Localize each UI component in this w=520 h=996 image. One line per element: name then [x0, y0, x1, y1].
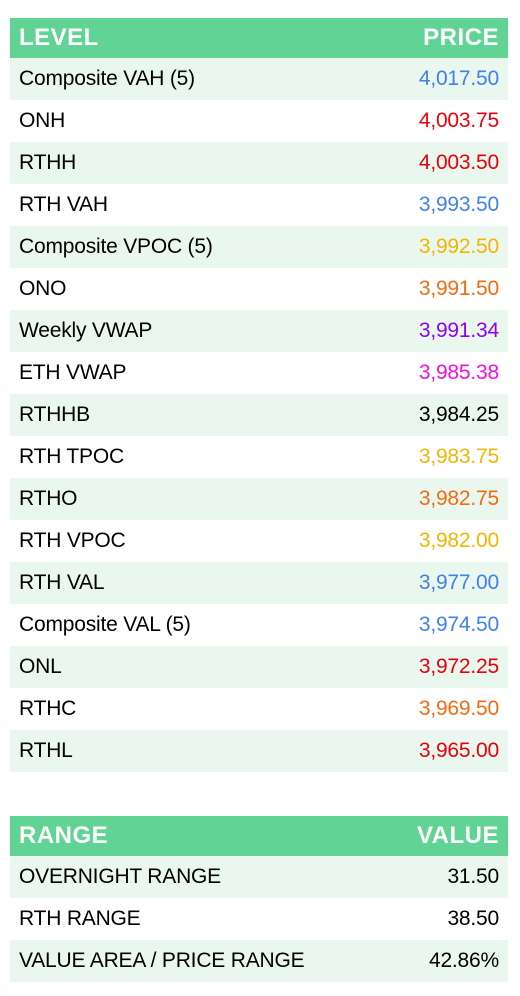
level-row-value: 3,982.00: [418, 529, 499, 552]
level-row-value: 3,983.75: [418, 445, 499, 468]
range-table-header: RANGE VALUE: [10, 816, 508, 856]
level-column-header: LEVEL: [19, 24, 99, 51]
level-row-label: ONL: [19, 655, 62, 678]
range-row: RTH RANGE 38.50: [10, 898, 508, 940]
level-row-label: RTHC: [19, 697, 77, 720]
levels-table: LEVEL PRICE Composite VAH (5) 4,017.50 ONH…: [10, 18, 508, 772]
level-row-value: 3,992.50: [418, 235, 499, 258]
level-row-label: RTH VAL: [19, 571, 105, 594]
level-row-value: 4,003.75: [418, 109, 499, 132]
level-row-label: RTH VAH: [19, 193, 108, 216]
level-row-label: Composite VAH (5): [19, 67, 195, 90]
range-row-label: RTH RANGE: [19, 907, 141, 930]
level-row-value: 3,965.00: [418, 739, 499, 762]
level-row-label: Composite VPOC (5): [19, 235, 213, 258]
level-row-label: RTH VPOC: [19, 529, 126, 552]
level-row-label: ONH: [19, 109, 66, 132]
level-row: RTHH 4,003.50: [10, 142, 508, 184]
level-row-value: 3,977.00: [418, 571, 499, 594]
levels-table-header: LEVEL PRICE: [10, 18, 508, 58]
value-column-header: VALUE: [416, 822, 499, 849]
price-column-header: PRICE: [423, 24, 499, 51]
level-row-value: 3,969.50: [418, 697, 499, 720]
level-row: ONL 3,972.25: [10, 646, 508, 688]
level-row: Composite VAL (5) 3,974.50: [10, 604, 508, 646]
range-row: OVERNIGHT RANGE 31.50: [10, 856, 508, 898]
level-row-label: RTHH: [19, 151, 77, 174]
range-row-label: VALUE AREA / PRICE RANGE: [19, 949, 305, 972]
level-row-value: 4,003.50: [418, 151, 499, 174]
level-row: RTH TPOC 3,983.75: [10, 436, 508, 478]
level-row-label: RTHO: [19, 487, 78, 510]
level-row-label: ETH VWAP: [19, 361, 127, 384]
level-row: RTHC 3,969.50: [10, 688, 508, 730]
level-row-label: RTH TPOC: [19, 445, 124, 468]
level-row-label: Composite VAL (5): [19, 613, 191, 636]
level-row-value: 3,984.25: [418, 403, 499, 426]
level-row-value: 3,991.50: [418, 277, 499, 300]
level-row: RTHO 3,982.75: [10, 478, 508, 520]
level-row: RTHHB 3,984.25: [10, 394, 508, 436]
range-row-label: OVERNIGHT RANGE: [19, 865, 221, 888]
range-row-value: 31.50: [447, 865, 499, 888]
level-row-label: RTHHB: [19, 403, 90, 426]
level-row: Composite VAH (5) 4,017.50: [10, 58, 508, 100]
level-row: ETH VWAP 3,985.38: [10, 352, 508, 394]
range-column-header: RANGE: [19, 822, 109, 849]
level-row-value: 3,972.25: [418, 655, 499, 678]
level-row: Composite VPOC (5) 3,992.50: [10, 226, 508, 268]
level-row-value: 4,017.50: [418, 67, 499, 90]
level-row-label: ONO: [19, 277, 67, 300]
range-table: RANGE VALUE OVERNIGHT RANGE 31.50 RTH RANG…: [10, 816, 508, 982]
level-row: RTHL 3,965.00: [10, 730, 508, 772]
level-row-value: 3,985.38: [418, 361, 499, 384]
level-row: ONH 4,003.75: [10, 100, 508, 142]
level-row: RTH VAH 3,993.50: [10, 184, 508, 226]
levels-table-body: Composite VAH (5) 4,017.50 ONH 4,003.75 RTHH…: [10, 58, 508, 772]
level-row-value: 3,993.50: [418, 193, 499, 216]
level-row-value: 3,991.34: [418, 319, 499, 342]
range-row: VALUE AREA / PRICE RANGE 42.86%: [10, 940, 508, 982]
level-row: RTH VAL 3,977.00: [10, 562, 508, 604]
level-row-value: 3,982.75: [418, 487, 499, 510]
level-row: RTH VPOC 3,982.00: [10, 520, 508, 562]
level-row-label: RTHL: [19, 739, 73, 762]
level-row: ONO 3,991.50: [10, 268, 508, 310]
level-row-label: Weekly VWAP: [19, 319, 153, 342]
range-table-body: OVERNIGHT RANGE 31.50 RTH RANGE 38.50 VALUE …: [10, 856, 508, 982]
level-row-value: 3,974.50: [418, 613, 499, 636]
range-row-value: 38.50: [447, 907, 499, 930]
range-row-value: 42.86%: [428, 949, 499, 972]
level-row: Weekly VWAP 3,991.34: [10, 310, 508, 352]
